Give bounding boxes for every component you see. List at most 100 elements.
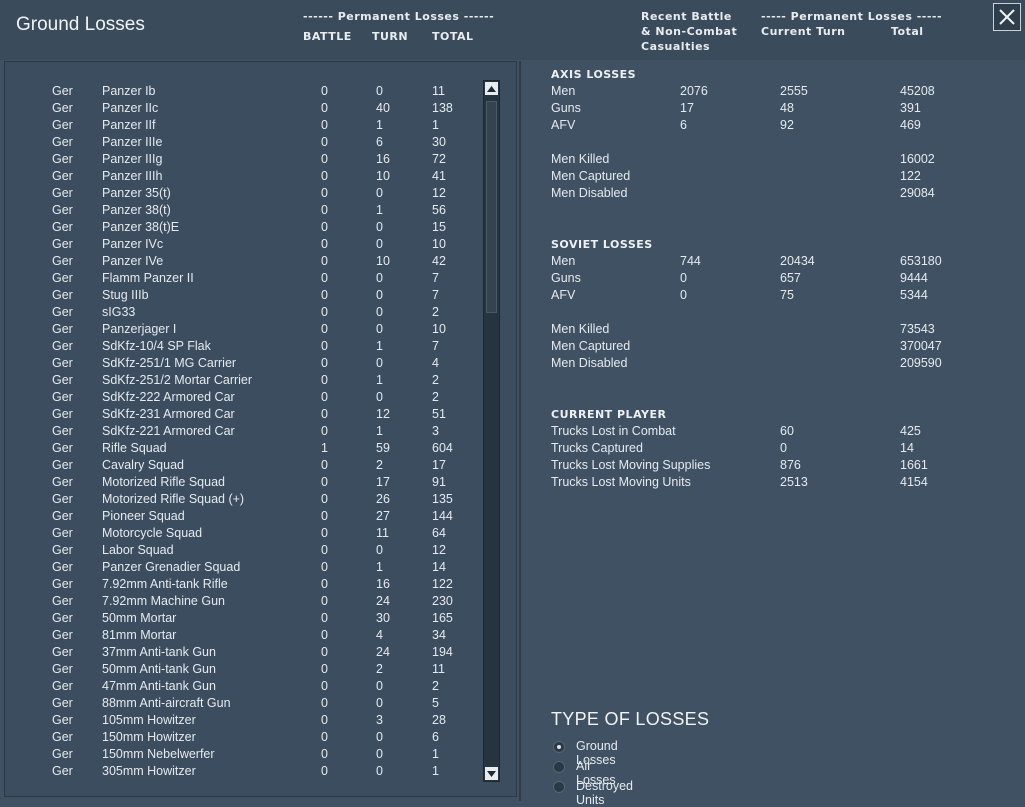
arrow-down-icon bbox=[487, 770, 496, 777]
unit-side: Ger bbox=[52, 611, 73, 625]
unit-name: 305mm Howitzer bbox=[102, 764, 196, 778]
total-losses: 4 bbox=[432, 356, 439, 370]
battle-losses: 0 bbox=[321, 186, 328, 200]
turn-losses: 1 bbox=[376, 560, 383, 574]
list-scrollbar[interactable] bbox=[483, 80, 500, 782]
unit-side: Ger bbox=[52, 492, 73, 506]
total-losses: 2 bbox=[432, 305, 439, 319]
total-losses: 2 bbox=[432, 373, 439, 387]
turn-losses: 3 bbox=[376, 713, 383, 727]
unit-side: Ger bbox=[52, 186, 73, 200]
battle-losses: 0 bbox=[321, 288, 328, 302]
total-losses: 2 bbox=[432, 390, 439, 404]
total-losses: 42 bbox=[432, 254, 446, 268]
truck-loss-label: Trucks Captured bbox=[551, 441, 643, 455]
radio-button-icon[interactable] bbox=[553, 761, 565, 773]
unit-name: SdKfz-10/4 SP Flak bbox=[102, 339, 211, 353]
battle-losses: 0 bbox=[321, 390, 328, 404]
recent-casualties: 744 bbox=[680, 254, 701, 268]
total-losses: 391 bbox=[900, 101, 921, 115]
unit-name: SdKfz-251/1 MG Carrier bbox=[102, 356, 237, 370]
unit-side: Ger bbox=[52, 101, 73, 115]
scroll-down-button[interactable] bbox=[485, 767, 498, 780]
loss-detail-label: Men Killed bbox=[551, 152, 610, 166]
unit-name: 150mm Nebelwerfer bbox=[102, 747, 215, 761]
radio-button-icon[interactable] bbox=[553, 741, 565, 753]
loss-detail-label: Men Disabled bbox=[551, 186, 628, 200]
battle-losses: 0 bbox=[321, 509, 328, 523]
battle-losses: 0 bbox=[321, 237, 328, 251]
unit-side: Ger bbox=[52, 679, 73, 693]
battle-losses: 0 bbox=[321, 764, 328, 778]
loss-type-label: Destroyed Units bbox=[576, 779, 633, 807]
total-losses: 10 bbox=[432, 322, 446, 336]
total-losses: 28 bbox=[432, 713, 446, 727]
battle-losses: 0 bbox=[321, 713, 328, 727]
unit-side: Ger bbox=[52, 475, 73, 489]
turn-losses: 17 bbox=[376, 475, 390, 489]
total-losses: 15 bbox=[432, 220, 446, 234]
turn-losses: 59 bbox=[376, 441, 390, 455]
total-losses: 11 bbox=[432, 662, 445, 676]
total-losses: 2 bbox=[432, 679, 439, 693]
battle-losses: 0 bbox=[321, 594, 328, 608]
total-losses: 1 bbox=[432, 747, 439, 761]
current-turn-losses: 75 bbox=[780, 288, 794, 302]
turn-losses: 0 bbox=[376, 186, 383, 200]
unit-name: 37mm Anti-tank Gun bbox=[102, 645, 216, 659]
turn-losses: 4 bbox=[376, 628, 383, 642]
turn-losses: 10 bbox=[376, 169, 390, 183]
scrollbar-thumb[interactable] bbox=[486, 101, 497, 313]
unit-name: sIG33 bbox=[102, 305, 136, 319]
current-turn-losses: 876 bbox=[780, 458, 801, 472]
unit-side: Ger bbox=[52, 135, 73, 149]
unit-side: Ger bbox=[52, 84, 73, 98]
scroll-up-button[interactable] bbox=[485, 82, 498, 95]
unit-side: Ger bbox=[52, 764, 73, 778]
unit-name: 7.92mm Machine Gun bbox=[102, 594, 225, 608]
col-current-turn-header: Current Turn bbox=[761, 25, 846, 38]
unit-name: Panzer Grenadier Squad bbox=[102, 560, 241, 574]
total-losses: 5344 bbox=[900, 288, 928, 302]
battle-losses: 0 bbox=[321, 679, 328, 693]
total-losses: 11 bbox=[432, 84, 445, 98]
total-losses: 7 bbox=[432, 339, 439, 353]
current-turn-losses: 60 bbox=[780, 424, 794, 438]
turn-losses: 0 bbox=[376, 764, 383, 778]
unit-name: Motorized Rifle Squad bbox=[102, 475, 225, 489]
unit-name: Flamm Panzer II bbox=[102, 271, 194, 285]
unit-side: Ger bbox=[52, 118, 73, 132]
unit-name: Motorized Rifle Squad (+) bbox=[102, 492, 245, 506]
unit-side: Ger bbox=[52, 203, 73, 217]
unit-side: Ger bbox=[52, 628, 73, 642]
battle-losses: 0 bbox=[321, 339, 328, 353]
turn-losses: 0 bbox=[376, 305, 383, 319]
battle-losses: 0 bbox=[321, 662, 328, 676]
turn-losses: 10 bbox=[376, 254, 390, 268]
radio-button-icon[interactable] bbox=[553, 781, 565, 793]
turn-losses: 0 bbox=[376, 679, 383, 693]
turn-losses: 2 bbox=[376, 458, 383, 472]
truck-loss-label: Trucks Lost Moving Units bbox=[551, 475, 691, 489]
unit-side: Ger bbox=[52, 543, 73, 557]
unit-name: SdKfz-231 Armored Car bbox=[102, 407, 235, 421]
current-turn-losses: 2555 bbox=[780, 84, 808, 98]
loss-label: Men bbox=[551, 84, 576, 98]
unit-name: Panzer IIIe bbox=[102, 135, 163, 149]
unit-name: Stug IIIb bbox=[102, 288, 149, 302]
close-button[interactable] bbox=[993, 3, 1021, 31]
battle-losses: 0 bbox=[321, 628, 328, 642]
recent-casualties: 2076 bbox=[680, 84, 708, 98]
unit-side: Ger bbox=[52, 594, 73, 608]
turn-losses: 1 bbox=[376, 118, 383, 132]
total-losses: 10 bbox=[432, 237, 446, 251]
turn-losses: 27 bbox=[376, 509, 390, 523]
unit-name: Panzer IIf bbox=[102, 118, 156, 132]
turn-losses: 0 bbox=[376, 220, 383, 234]
unit-name: 150mm Howitzer bbox=[102, 730, 196, 744]
unit-side: Ger bbox=[52, 577, 73, 591]
col-total-header: TOTAL bbox=[432, 30, 474, 43]
total-losses: 12 bbox=[432, 543, 446, 557]
truck-loss-label: Trucks Lost in Combat bbox=[551, 424, 676, 438]
total-losses: 7 bbox=[432, 288, 439, 302]
